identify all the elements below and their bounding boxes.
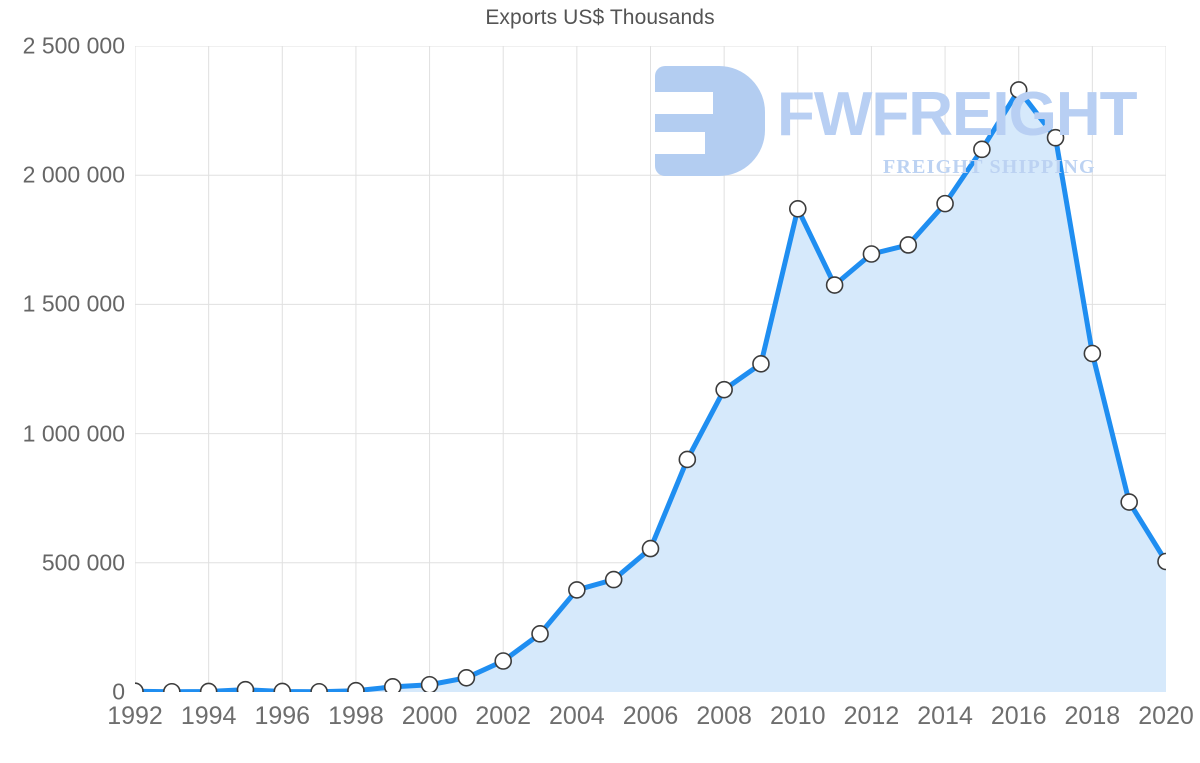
x-axis-tick-label: 2006: [622, 702, 679, 730]
data-point-marker[interactable]: [899, 236, 918, 254]
data-point-marker[interactable]: [199, 682, 218, 701]
x-axis-tick-label: 2020: [1138, 702, 1194, 730]
x-axis-tick-label: 2012: [843, 702, 900, 730]
y-axis-tick-label: 1 000 000: [22, 420, 125, 447]
x-axis-tick-label: 2000: [401, 702, 458, 730]
plot-area: [126, 45, 1175, 701]
x-axis-tick-label: 2002: [475, 702, 532, 730]
x-axis-tick-label: 2008: [696, 702, 752, 730]
data-point-marker[interactable]: [973, 140, 991, 159]
data-point-marker[interactable]: [1046, 128, 1065, 147]
x-axis-tick-label: 2016: [990, 702, 1047, 730]
data-point-marker[interactable]: [163, 682, 181, 701]
data-point-marker[interactable]: [1120, 493, 1138, 511]
data-point-marker[interactable]: [1083, 344, 1102, 363]
chart-canvas: [126, 45, 1175, 701]
x-axis-tick-label: 2010: [769, 702, 826, 730]
data-point-marker[interactable]: [457, 668, 476, 687]
data-point-marker[interactable]: [825, 276, 844, 294]
data-point-marker[interactable]: [936, 194, 954, 213]
data-point-marker[interactable]: [862, 245, 881, 263]
x-axis-tick-label: 1998: [328, 702, 384, 730]
data-point-marker[interactable]: [420, 675, 439, 694]
x-axis-tick-label: 2004: [549, 702, 605, 730]
y-axis-tick-label: 0: [112, 678, 125, 705]
data-point-marker[interactable]: [715, 380, 733, 399]
x-axis-tick-label: 2014: [917, 702, 973, 730]
series-area-fill: [135, 89, 1166, 693]
data-point-marker[interactable]: [568, 581, 586, 599]
data-point-marker[interactable]: [236, 680, 255, 699]
data-point-marker[interactable]: [1009, 81, 1028, 99]
data-point-marker[interactable]: [641, 539, 660, 558]
data-point-marker[interactable]: [604, 570, 623, 589]
data-point-marker[interactable]: [310, 682, 328, 701]
data-point-marker[interactable]: [531, 625, 549, 643]
x-axis-tick-label: 2018: [1064, 702, 1121, 730]
data-point-marker[interactable]: [126, 682, 144, 701]
data-point-marker[interactable]: [494, 652, 513, 670]
x-axis-tick-label: 1994: [180, 702, 237, 730]
y-axis-tick-label: 2 000 000: [22, 161, 125, 188]
y-axis-tick-label: 2 500 000: [22, 32, 125, 59]
data-point-marker[interactable]: [383, 678, 402, 696]
x-axis-tick-label: 1996: [254, 702, 311, 730]
chart-title: Exports US$ Thousands: [485, 6, 715, 29]
x-axis-tick-label: 1992: [107, 702, 163, 730]
y-axis-tick-label: 1 500 000: [22, 290, 125, 317]
data-point-marker[interactable]: [752, 355, 770, 373]
data-point-marker[interactable]: [273, 682, 292, 701]
y-axis-tick-label: 500 000: [41, 549, 125, 576]
data-point-marker[interactable]: [788, 199, 807, 218]
data-point-marker[interactable]: [678, 450, 697, 469]
data-point-marker[interactable]: [347, 681, 365, 700]
